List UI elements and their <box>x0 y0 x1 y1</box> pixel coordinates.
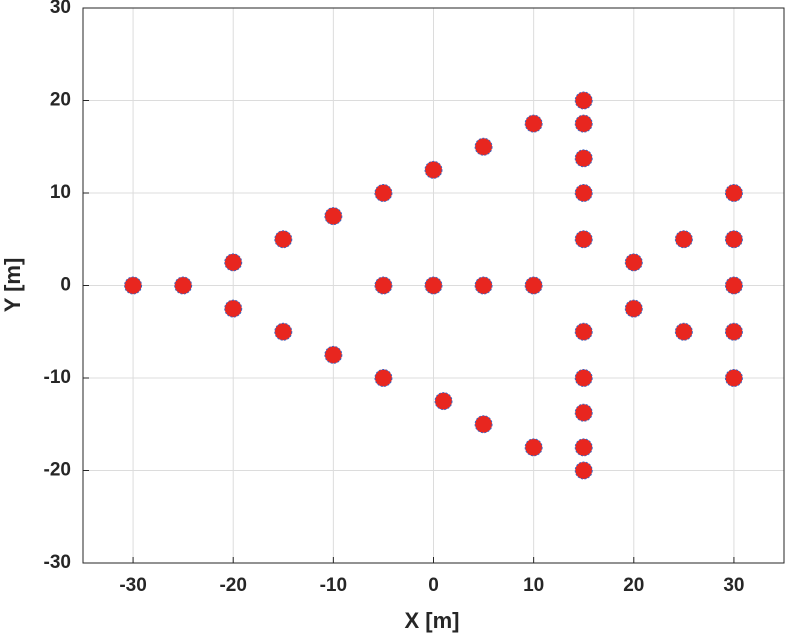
point <box>524 114 543 133</box>
point <box>674 230 693 249</box>
x-tick-label: 0 <box>428 575 439 596</box>
point <box>574 91 593 110</box>
point <box>374 369 393 387</box>
y-tick-label: 10 <box>50 182 71 203</box>
y-tick-label: 20 <box>50 90 71 111</box>
point <box>174 276 193 295</box>
point <box>574 149 593 168</box>
point <box>724 276 743 295</box>
point <box>324 345 343 364</box>
y-tick-label: -10 <box>44 367 71 388</box>
point <box>624 299 643 318</box>
x-tick-label: 30 <box>723 575 744 596</box>
point <box>474 276 493 295</box>
y-tick-label: -30 <box>44 552 71 573</box>
point <box>574 438 593 457</box>
x-axis-label: X [m] <box>405 608 460 633</box>
point <box>574 114 593 133</box>
y-tick-label: -20 <box>44 460 71 481</box>
point <box>724 184 743 202</box>
point <box>274 322 293 341</box>
axes-box <box>82 7 785 564</box>
y-tick-label: 30 <box>50 0 71 18</box>
y-axis-label: Y [m] <box>0 258 25 313</box>
point <box>574 230 593 249</box>
point <box>724 230 743 249</box>
point <box>724 369 743 387</box>
point <box>424 276 443 295</box>
point <box>524 276 543 295</box>
point <box>374 184 393 202</box>
point <box>224 253 243 272</box>
point <box>224 299 243 318</box>
point <box>434 392 453 411</box>
point <box>324 207 343 226</box>
y-tick-label: 0 <box>60 275 71 296</box>
point <box>124 276 143 295</box>
x-tick-label: 10 <box>523 575 544 596</box>
point <box>674 322 693 341</box>
point <box>274 230 293 249</box>
point <box>574 322 593 341</box>
point <box>474 415 493 434</box>
point <box>574 369 593 387</box>
x-tick-label: -20 <box>219 575 246 596</box>
point <box>624 253 643 272</box>
point <box>474 137 493 156</box>
point <box>574 184 593 202</box>
point <box>374 276 393 295</box>
point <box>524 438 543 457</box>
x-tick-label: -10 <box>320 575 347 596</box>
point <box>424 160 443 179</box>
x-tick-label: 20 <box>623 575 644 596</box>
point <box>574 403 593 422</box>
point <box>724 322 743 341</box>
x-tick-label: -30 <box>119 575 146 596</box>
point <box>574 461 593 480</box>
